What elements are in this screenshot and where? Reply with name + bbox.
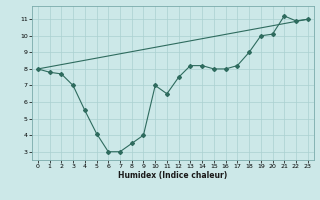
X-axis label: Humidex (Indice chaleur): Humidex (Indice chaleur): [118, 171, 228, 180]
